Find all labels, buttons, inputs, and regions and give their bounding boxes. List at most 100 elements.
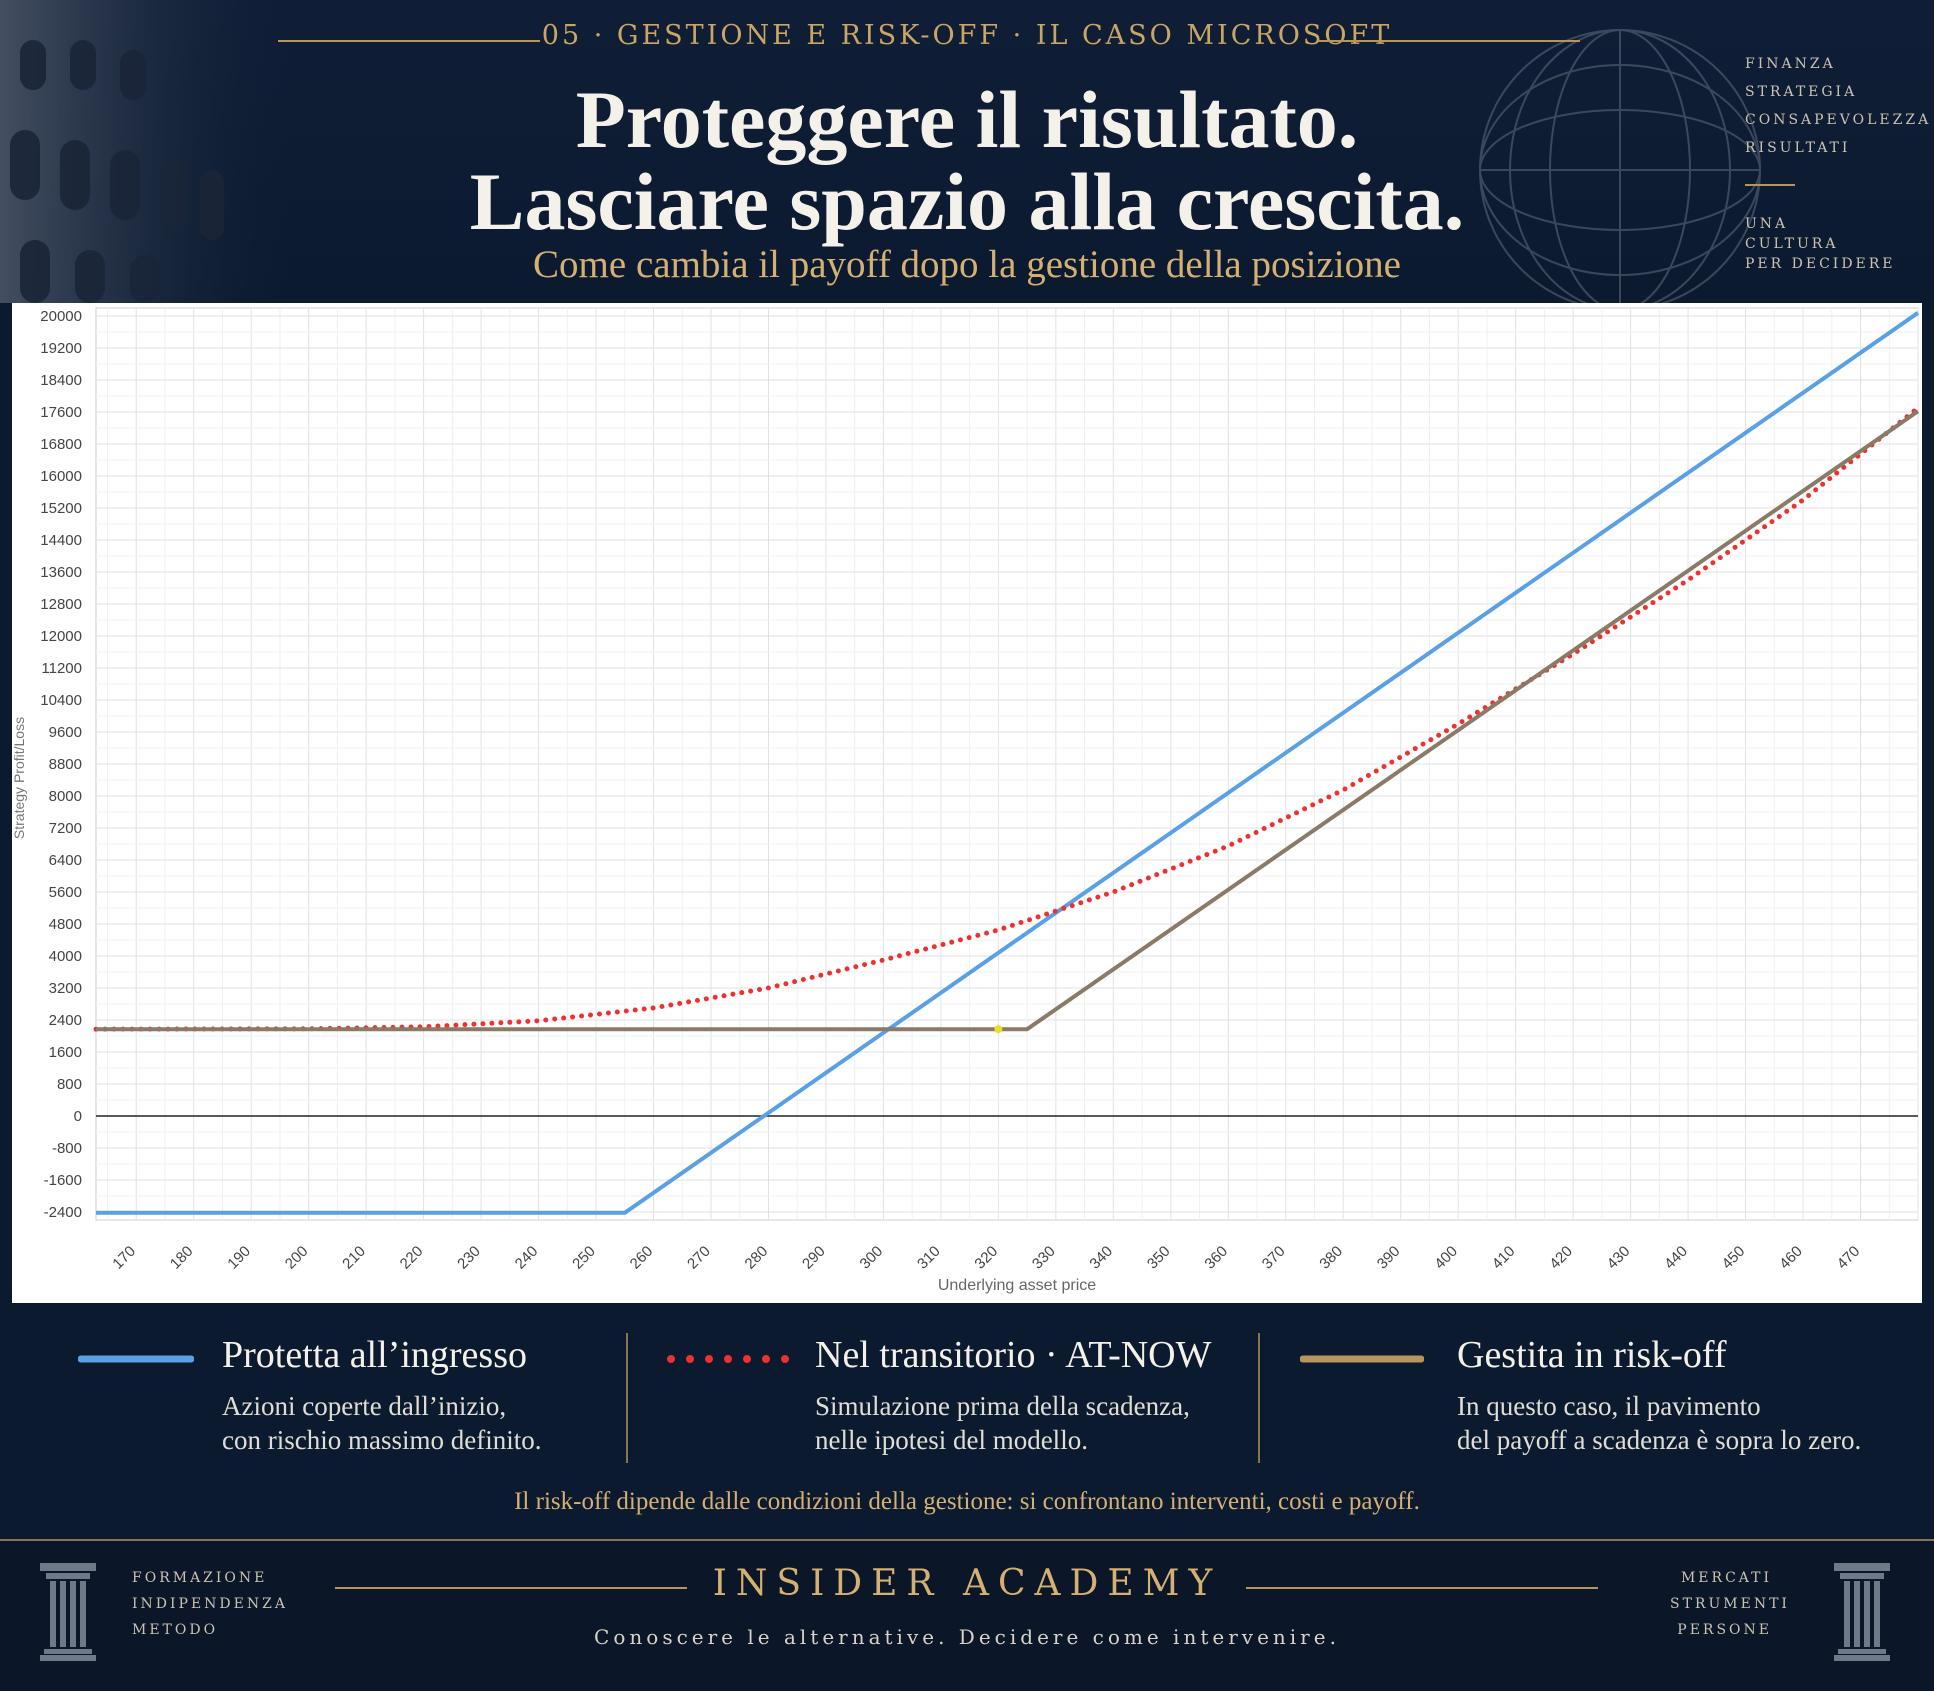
y-tick-label: 19200 [40, 340, 82, 357]
brand-rule-right [1246, 1587, 1598, 1589]
side-word-list-2: UNA CULTURA PER DECIDERE [1745, 214, 1896, 274]
brand-tagline: Conoscere le alternative. Decidere come … [594, 1625, 1340, 1649]
y-tick-label: -800 [52, 1140, 82, 1157]
x-tick-label: 250 [569, 1243, 599, 1273]
footer-word-list-right: MERCATI STRUMENTI PERSONE [1670, 1565, 1790, 1643]
footer: FORMAZIONE INDIPENDENZA METODO INSIDER A… [0, 1539, 1934, 1691]
x-tick-label: 360 [1201, 1243, 1231, 1273]
x-tick-label: 380 [1316, 1243, 1346, 1273]
x-tick-label: 320 [971, 1243, 1001, 1273]
x-tick-label: 310 [914, 1243, 944, 1273]
y-axis-label: Strategy Profit/Loss [12, 717, 27, 839]
y-tick-label: 800 [57, 1076, 82, 1093]
header-banner: 05 · GESTIONE E RISK-OFF · IL CASO MICRO… [0, 0, 1934, 303]
legend-desc: In questo caso, il pavimento [1457, 1391, 1761, 1421]
series-line-riskoff [96, 409, 1920, 1032]
x-tick-label: 240 [512, 1243, 542, 1273]
page-title-line-2: Lasciare spazio alla crescita. [469, 156, 1465, 247]
side-word: PER DECIDERE [1745, 256, 1896, 272]
side-word: STRATEGIA [1745, 84, 1858, 100]
y-tick-label: 16000 [40, 468, 82, 485]
x-tick-label: 260 [627, 1243, 657, 1273]
kicker-rule-right [1318, 40, 1580, 42]
x-tick-label: 210 [339, 1243, 369, 1273]
y-tick-label: 13600 [40, 564, 82, 581]
y-tick-label: 20000 [40, 308, 82, 325]
y-tick-label: 4000 [49, 948, 82, 965]
x-tick-label: 410 [1489, 1243, 1519, 1273]
legend-desc: nelle ipotesi del modello. [815, 1425, 1088, 1455]
legend-desc: Simulazione prima della scadenza, [815, 1391, 1190, 1421]
series-line-protected [96, 311, 1920, 1215]
footer-word: MERCATI [1680, 1570, 1772, 1586]
x-tick-label: 440 [1661, 1243, 1691, 1273]
x-tick-label: 430 [1604, 1243, 1634, 1273]
legend-note: Il risk-off dipende dalle condizioni del… [514, 1488, 1420, 1515]
legend-divider [626, 1333, 628, 1463]
side-word: FINANZA [1745, 56, 1836, 72]
y-tick-label: 17600 [40, 404, 82, 421]
y-tick-label: 5600 [49, 884, 82, 901]
footer-word: STRUMENTI [1670, 1596, 1790, 1612]
y-tick-label: -1600 [44, 1172, 82, 1189]
brand-rule-left [335, 1587, 687, 1589]
side-word: UNA [1745, 216, 1789, 232]
side-word: CONSAPEVOLEZZA [1745, 112, 1932, 128]
brand-name: INSIDER ACADEMY [712, 1563, 1222, 1604]
x-tick-label: 300 [857, 1243, 887, 1273]
x-tick-label: 370 [1259, 1243, 1289, 1273]
globe-illustration [1479, 29, 1761, 303]
pillar-icon [1834, 1563, 1890, 1661]
legend-title: Nel transitorio · AT-NOW [815, 1334, 1212, 1376]
x-tick-label: 190 [224, 1243, 254, 1273]
y-tick-label: 14400 [40, 532, 82, 549]
y-tick-label: 16800 [40, 436, 82, 453]
x-tick-label: 290 [799, 1243, 829, 1273]
y-tick-label: 8000 [49, 788, 82, 805]
y-tick-label: 4800 [49, 916, 82, 933]
x-tick-label: 400 [1431, 1243, 1461, 1273]
y-tick-label: 3200 [49, 980, 82, 997]
footer-word: FORMAZIONE [132, 1570, 268, 1586]
y-tick-label: -2400 [44, 1204, 82, 1221]
x-axis-label: Underlying asset price [938, 1277, 1096, 1294]
section-kicker: 05 · GESTIONE E RISK-OFF · IL CASO MICRO… [541, 20, 1393, 51]
legend-swatch-solid-gold [1300, 1355, 1424, 1363]
pillar-icon [40, 1563, 96, 1661]
kicker-rule-left [278, 40, 540, 42]
chart-legend: Protetta all’ingresso Azioni coperte dal… [0, 1303, 1934, 1539]
x-tick-label: 200 [282, 1243, 312, 1273]
legend-divider [1258, 1333, 1260, 1463]
x-tick-label: 470 [1834, 1243, 1864, 1273]
x-tick-label: 330 [1029, 1243, 1059, 1273]
x-tick-label: 270 [684, 1243, 714, 1273]
y-tick-label: 9600 [49, 724, 82, 741]
x-tick-label: 390 [1374, 1243, 1404, 1273]
y-tick-label: 1600 [49, 1044, 82, 1061]
current-price-marker [994, 1025, 1003, 1034]
colosseum-illustration [0, 0, 300, 303]
x-tick-label: 230 [454, 1243, 484, 1273]
payoff-chart: 2000019200184001760016800160001520014400… [11, 307, 1921, 1294]
footer-word-list-left: FORMAZIONE INDIPENDENZA METODO [132, 1565, 288, 1643]
y-tick-label: 18400 [40, 372, 82, 389]
x-tick-label: 280 [742, 1243, 772, 1273]
side-word-list: FINANZA STRATEGIA CONSAPEVOLEZZA RISULTA… [1745, 50, 1931, 162]
legend-swatch-solid-blue [78, 1355, 194, 1363]
x-tick-label: 350 [1144, 1243, 1174, 1273]
x-tick-label: 170 [109, 1243, 139, 1273]
x-tick-label: 450 [1719, 1243, 1749, 1273]
footer-word: METODO [132, 1622, 219, 1638]
y-tick-label: 0 [74, 1108, 82, 1125]
y-tick-label: 15200 [40, 500, 82, 517]
legend-desc: Azioni coperte dall’inizio, [222, 1391, 507, 1421]
x-tick-label: 340 [1086, 1243, 1116, 1273]
y-tick-label: 7200 [49, 820, 82, 837]
page-subtitle: Come cambia il payoff dopo la gestione d… [533, 243, 1401, 286]
x-tick-label: 220 [397, 1243, 427, 1273]
y-tick-label: 12800 [40, 596, 82, 613]
legend-title: Protetta all’ingresso [222, 1334, 527, 1376]
payoff-chart-panel: 20000 19200 18400 17600 16800 16000 15200 14400… [11, 303, 1922, 1303]
legend-title: Gestita in risk-off [1457, 1334, 1727, 1376]
legend-swatch-dotted-red [667, 1355, 790, 1363]
